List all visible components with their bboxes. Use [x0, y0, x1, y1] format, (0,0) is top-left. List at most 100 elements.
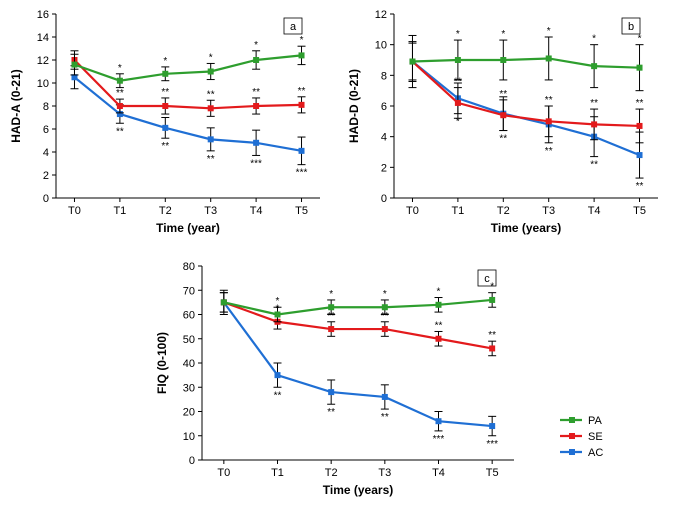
marker: [208, 69, 214, 75]
sig-marker: *: [300, 35, 304, 46]
marker: [208, 105, 214, 111]
sig-marker: **: [327, 407, 335, 418]
ytick-label: 14: [37, 32, 49, 44]
panel-b: 024681012T0T1T2T3T4T5Time (years)HAD-D (…: [347, 9, 658, 235]
ytick-label: 12: [375, 9, 387, 21]
ytick-label: 20: [183, 407, 195, 419]
marker: [489, 423, 495, 429]
ylabel: FIQ (0-100): [155, 332, 169, 394]
ytick-label: 6: [43, 124, 49, 136]
sig-marker: *: [456, 29, 460, 40]
legend-marker: [569, 417, 575, 423]
marker: [328, 304, 334, 310]
marker: [435, 302, 441, 308]
sig-marker: **: [381, 412, 389, 423]
sig-marker: *: [329, 289, 333, 300]
xtick-label: T5: [486, 467, 499, 479]
sig-marker: *: [490, 282, 494, 293]
sig-marker: **: [499, 134, 507, 145]
ytick-label: 4: [43, 147, 49, 159]
marker: [382, 326, 388, 332]
figure: 0246810121416T0T1T2T3T4T5Time (year)HAD-…: [0, 0, 680, 510]
sig-marker: **: [207, 154, 215, 165]
sig-marker: **: [161, 141, 169, 152]
ytick-label: 10: [375, 40, 387, 52]
ylabel: HAD-A (0-21): [9, 69, 23, 143]
legend-label: PA: [588, 415, 603, 427]
marker: [208, 136, 214, 142]
marker: [637, 152, 643, 158]
series-AC: [224, 302, 492, 426]
series-PA: [412, 58, 639, 67]
xtick-label: T0: [406, 205, 419, 217]
xtick-label: T1: [113, 205, 126, 217]
xtick-label: T4: [588, 205, 601, 217]
sig-marker: *: [163, 56, 167, 67]
sig-marker: ***: [250, 158, 262, 169]
marker: [162, 71, 168, 77]
marker: [382, 394, 388, 400]
xtick-label: T1: [451, 205, 464, 217]
sig-marker: **: [207, 89, 215, 100]
sig-marker: *: [209, 52, 213, 63]
sig-marker: *: [547, 26, 551, 37]
ytick-label: 0: [381, 193, 387, 205]
xlabel: Time (year): [156, 221, 220, 235]
marker: [328, 389, 334, 395]
panel-c: 01020304050607080T0T1T2T3T4T5Time (years…: [155, 261, 514, 497]
ylabel: HAD-D (0-21): [347, 69, 361, 143]
sig-marker: *: [383, 289, 387, 300]
xtick-label: T2: [159, 205, 172, 217]
sig-marker: *: [501, 29, 505, 40]
legend: PA SE AC: [560, 415, 603, 459]
marker: [455, 100, 461, 106]
legend-marker: [569, 449, 575, 455]
series-SE: [74, 60, 301, 108]
sig-marker: *: [437, 287, 441, 298]
ytick-label: 4: [381, 132, 387, 144]
series-PA: [74, 55, 301, 80]
sig-marker: ***: [433, 434, 445, 445]
legend-label: SE: [588, 431, 603, 443]
marker: [382, 304, 388, 310]
sig-marker: **: [435, 320, 443, 331]
marker: [162, 103, 168, 109]
xlabel: Time (years): [323, 483, 393, 497]
ytick-label: 80: [183, 261, 195, 273]
sig-marker: *: [118, 63, 122, 74]
panel-tag: b: [628, 21, 634, 33]
sig-marker: *: [276, 296, 280, 307]
marker: [435, 336, 441, 342]
marker: [221, 299, 227, 305]
marker: [591, 63, 597, 69]
sig-marker: **: [636, 98, 644, 109]
series-SE: [224, 302, 492, 348]
series-AC: [74, 77, 301, 151]
sig-marker: ***: [296, 168, 308, 179]
ytick-label: 0: [189, 455, 195, 467]
sig-marker: **: [298, 86, 306, 97]
marker: [546, 55, 552, 61]
series-AC: [412, 62, 639, 156]
xtick-label: T5: [633, 205, 646, 217]
marker: [299, 148, 305, 154]
xtick-label: T4: [250, 205, 263, 217]
marker: [299, 52, 305, 58]
ytick-label: 2: [43, 170, 49, 182]
legend-label: AC: [588, 447, 603, 459]
sig-marker: **: [499, 89, 507, 100]
xtick-label: T2: [325, 467, 338, 479]
marker: [409, 59, 415, 65]
sig-marker: ***: [486, 439, 498, 450]
marker: [117, 78, 123, 84]
marker: [328, 326, 334, 332]
sig-marker: *: [254, 40, 258, 51]
sig-marker: **: [636, 181, 644, 192]
sig-marker: **: [488, 330, 496, 341]
marker: [546, 118, 552, 124]
marker: [275, 312, 281, 318]
sig-marker: **: [116, 126, 124, 137]
ytick-label: 10: [183, 431, 195, 443]
ytick-label: 0: [43, 193, 49, 205]
ytick-label: 10: [37, 78, 49, 90]
